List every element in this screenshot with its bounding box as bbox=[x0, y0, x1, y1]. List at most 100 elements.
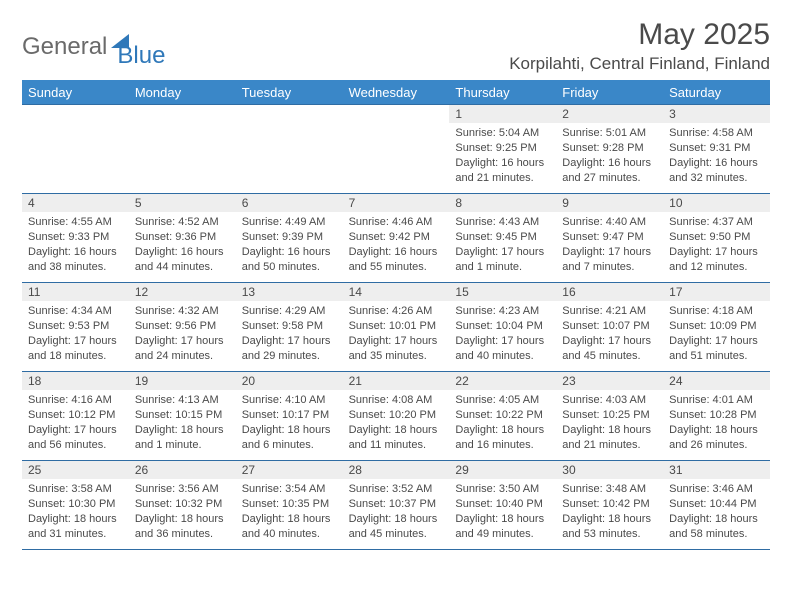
day-number: 7 bbox=[343, 194, 450, 212]
day-details: Sunrise: 3:46 AMSunset: 10:44 PMDaylight… bbox=[663, 479, 770, 545]
daylight-line: Daylight: 18 hours and 36 minutes. bbox=[135, 512, 230, 542]
day-number: 13 bbox=[236, 283, 343, 301]
sunset-line: Sunset: 9:47 PM bbox=[562, 230, 657, 245]
calendar-cell: 12Sunrise: 4:32 AMSunset: 9:56 PMDayligh… bbox=[129, 283, 236, 371]
calendar-cell: 13Sunrise: 4:29 AMSunset: 9:58 PMDayligh… bbox=[236, 283, 343, 371]
day-number: 16 bbox=[556, 283, 663, 301]
sunrise-line: Sunrise: 4:05 AM bbox=[455, 393, 550, 408]
sunset-line: Sunset: 10:15 PM bbox=[135, 408, 230, 423]
day-details: Sunrise: 5:01 AMSunset: 9:28 PMDaylight:… bbox=[556, 123, 663, 189]
sunset-line: Sunset: 10:25 PM bbox=[562, 408, 657, 423]
calendar-cell: 9Sunrise: 4:40 AMSunset: 9:47 PMDaylight… bbox=[556, 194, 663, 282]
day-number: 17 bbox=[663, 283, 770, 301]
sunrise-line: Sunrise: 4:37 AM bbox=[669, 215, 764, 230]
calendar-cell: 14 Sunrise: 4:26 AMSunset: 10:01 PMDaylig… bbox=[343, 283, 450, 371]
calendar-cell: 26Sunrise: 3:56 AMSunset: 10:32 PMDaylig… bbox=[129, 461, 236, 549]
daylight-line: Daylight: 16 hours and 55 minutes. bbox=[349, 245, 444, 275]
calendar-cell: 30Sunrise: 3:48 AMSunset: 10:42 PMDaylig… bbox=[556, 461, 663, 549]
sunrise-line: Sunrise: 4:23 AM bbox=[455, 304, 550, 319]
day-number: 9 bbox=[556, 194, 663, 212]
day-details: Sunrise: 4:10 AMSunset: 10:17 PMDaylight… bbox=[236, 390, 343, 456]
day-number: 4 bbox=[22, 194, 129, 212]
day-details: Sunrise: 4:21 AMSunset: 10:07 PMDaylight… bbox=[556, 301, 663, 367]
sunrise-line: Sunrise: 4:01 AM bbox=[669, 393, 764, 408]
daylight-line: Daylight: 17 hours and 24 minutes. bbox=[135, 334, 230, 364]
day-details: Sunrise: 3:56 AMSunset: 10:32 PMDaylight… bbox=[129, 479, 236, 545]
day-details: Sunrise: 4:32 AMSunset: 9:56 PMDaylight:… bbox=[129, 301, 236, 367]
weekday-label: Saturday bbox=[663, 81, 770, 104]
daylight-line: Daylight: 18 hours and 53 minutes. bbox=[562, 512, 657, 542]
daylight-line: Daylight: 16 hours and 50 minutes. bbox=[242, 245, 337, 275]
weekday-label: Sunday bbox=[22, 81, 129, 104]
calendar-cell: 21Sunrise: 4:08 AMSunset: 10:20 PMDaylig… bbox=[343, 372, 450, 460]
calendar-cell: . bbox=[343, 105, 450, 193]
sunrise-line: Sunrise: 4:49 AM bbox=[242, 215, 337, 230]
day-number: 2 bbox=[556, 105, 663, 123]
sunset-line: Sunset: 9:33 PM bbox=[28, 230, 123, 245]
day-details: Sunrise: 4:52 AMSunset: 9:36 PMDaylight:… bbox=[129, 212, 236, 278]
calendar-cell: 11Sunrise: 4:34 AMSunset: 9:53 PMDayligh… bbox=[22, 283, 129, 371]
sunrise-line: Sunrise: 3:48 AM bbox=[562, 482, 657, 497]
sunrise-line: Sunrise: 4:32 AM bbox=[135, 304, 230, 319]
calendar-row: 4Sunrise: 4:55 AMSunset: 9:33 PMDaylight… bbox=[22, 193, 770, 282]
calendar-row: ....1Sunrise: 5:04 AMSunset: 9:25 PMDayl… bbox=[22, 104, 770, 193]
sunrise-line: Sunrise: 3:54 AM bbox=[242, 482, 337, 497]
sunrise-line: Sunrise: 4:26 AM bbox=[349, 304, 444, 319]
sunrise-line: Sunrise: 4:46 AM bbox=[349, 215, 444, 230]
sunrise-line: Sunrise: 3:52 AM bbox=[349, 482, 444, 497]
calendar-cell: 7Sunrise: 4:46 AMSunset: 9:42 PMDaylight… bbox=[343, 194, 450, 282]
sunrise-line: Sunrise: 4:03 AM bbox=[562, 393, 657, 408]
daylight-line: Daylight: 18 hours and 40 minutes. bbox=[242, 512, 337, 542]
calendar: SundayMondayTuesdayWednesdayThursdayFrid… bbox=[22, 80, 770, 550]
title-block: May 2025 Korpilahti, Central Finland, Fi… bbox=[509, 18, 770, 74]
day-number: 27 bbox=[236, 461, 343, 479]
sunrise-line: Sunrise: 3:46 AM bbox=[669, 482, 764, 497]
day-details: Sunrise: 4:46 AMSunset: 9:42 PMDaylight:… bbox=[343, 212, 450, 278]
sunrise-line: Sunrise: 4:43 AM bbox=[455, 215, 550, 230]
weekday-label: Friday bbox=[556, 81, 663, 104]
daylight-line: Daylight: 17 hours and 29 minutes. bbox=[242, 334, 337, 364]
weekday-label: Monday bbox=[129, 81, 236, 104]
day-details: Sunrise: 4:13 AMSunset: 10:15 PMDaylight… bbox=[129, 390, 236, 456]
sunset-line: Sunset: 10:01 PM bbox=[349, 319, 444, 334]
day-details: Sunrise: 4:03 AMSunset: 10:25 PMDaylight… bbox=[556, 390, 663, 456]
day-details: Sunrise: 4:08 AMSunset: 10:20 PMDaylight… bbox=[343, 390, 450, 456]
day-details: Sunrise: 4:55 AMSunset: 9:33 PMDaylight:… bbox=[22, 212, 129, 278]
daylight-line: Daylight: 17 hours and 45 minutes. bbox=[562, 334, 657, 364]
location-label: Korpilahti, Central Finland, Finland bbox=[509, 54, 770, 74]
sunrise-line: Sunrise: 3:56 AM bbox=[135, 482, 230, 497]
sunset-line: Sunset: 10:12 PM bbox=[28, 408, 123, 423]
sunset-line: Sunset: 9:53 PM bbox=[28, 319, 123, 334]
sunset-line: Sunset: 10:07 PM bbox=[562, 319, 657, 334]
day-number: 5 bbox=[129, 194, 236, 212]
sunset-line: Sunset: 10:28 PM bbox=[669, 408, 764, 423]
weekday-label: Thursday bbox=[449, 81, 556, 104]
day-details: Sunrise: 4:40 AMSunset: 9:47 PMDaylight:… bbox=[556, 212, 663, 278]
day-number: 20 bbox=[236, 372, 343, 390]
day-number: 14 bbox=[343, 283, 450, 301]
sunset-line: Sunset: 9:25 PM bbox=[455, 141, 550, 156]
day-details: Sunrise: 5:04 AMSunset: 9:25 PMDaylight:… bbox=[449, 123, 556, 189]
day-details: Sunrise: 3:52 AMSunset: 10:37 PMDaylight… bbox=[343, 479, 450, 545]
calendar-body: ....1Sunrise: 5:04 AMSunset: 9:25 PMDayl… bbox=[22, 104, 770, 550]
day-details: Sunrise: 4:58 AMSunset: 9:31 PMDaylight:… bbox=[663, 123, 770, 189]
calendar-cell: 25Sunrise: 3:58 AMSunset: 10:30 PMDaylig… bbox=[22, 461, 129, 549]
sunrise-line: Sunrise: 4:52 AM bbox=[135, 215, 230, 230]
calendar-cell: 1Sunrise: 5:04 AMSunset: 9:25 PMDaylight… bbox=[449, 105, 556, 193]
calendar-row: 18Sunrise: 4:16 AMSunset: 10:12 PMDaylig… bbox=[22, 371, 770, 460]
day-details: Sunrise: 4:49 AMSunset: 9:39 PMDaylight:… bbox=[236, 212, 343, 278]
sunset-line: Sunset: 10:44 PM bbox=[669, 497, 764, 512]
calendar-cell: . bbox=[22, 105, 129, 193]
daylight-line: Daylight: 16 hours and 21 minutes. bbox=[455, 156, 550, 186]
sunrise-line: Sunrise: 4:10 AM bbox=[242, 393, 337, 408]
sunset-line: Sunset: 9:28 PM bbox=[562, 141, 657, 156]
calendar-cell: 2Sunrise: 5:01 AMSunset: 9:28 PMDaylight… bbox=[556, 105, 663, 193]
daylight-line: Daylight: 17 hours and 35 minutes. bbox=[349, 334, 444, 364]
month-title: May 2025 bbox=[509, 18, 770, 52]
day-number: 25 bbox=[22, 461, 129, 479]
sunset-line: Sunset: 9:36 PM bbox=[135, 230, 230, 245]
daylight-line: Daylight: 16 hours and 44 minutes. bbox=[135, 245, 230, 275]
day-number: 31 bbox=[663, 461, 770, 479]
sunrise-line: Sunrise: 3:58 AM bbox=[28, 482, 123, 497]
weekday-label: Wednesday bbox=[343, 81, 450, 104]
